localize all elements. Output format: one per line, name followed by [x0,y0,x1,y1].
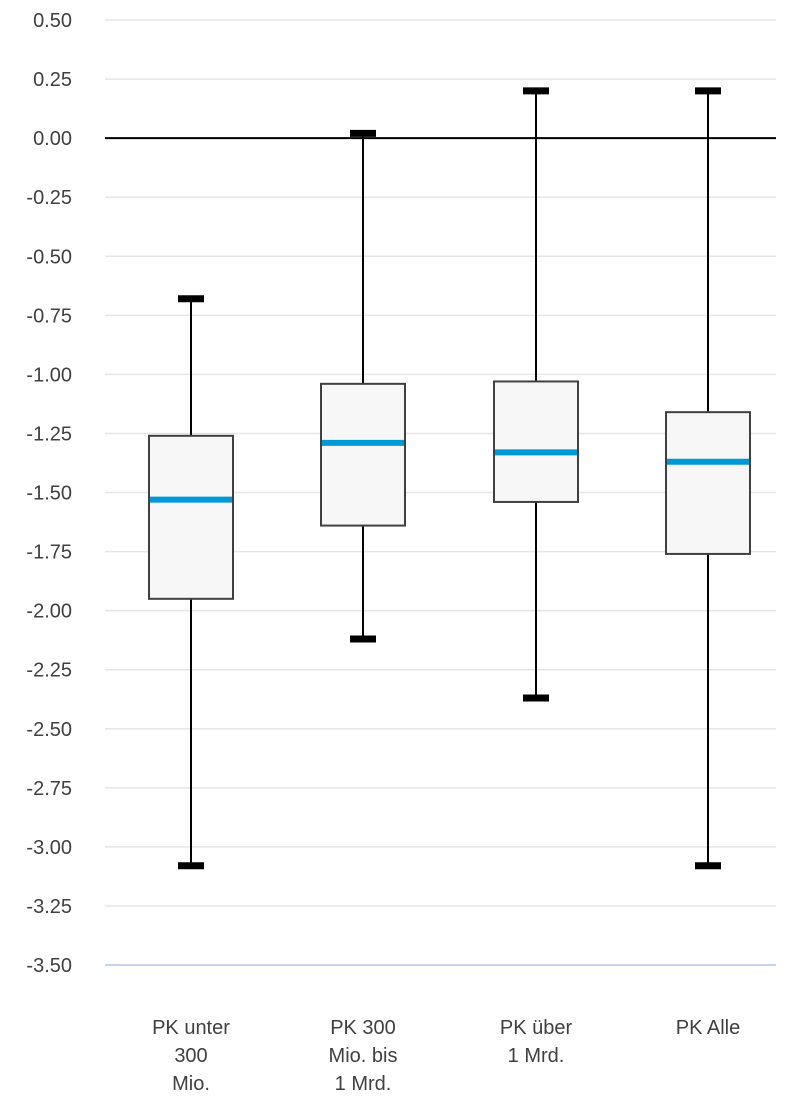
category-label-line: Mio. bis [328,1045,398,1067]
y-tick-label: -3.25 [26,896,72,918]
plot-area: 0.50 0.25 0.00 -0.25 -0.50 -0.75 -1.00 -1.25 -1.… [26,10,776,977]
iqr-box [493,380,579,503]
category-label-4: PK Alle [638,1014,778,1042]
y-tick-label: -3.00 [26,837,72,859]
iqr-box [665,411,751,555]
y-tick-label: -2.50 [26,719,72,741]
category-label-line: 1 Mrd. [507,1045,565,1067]
y-tick-label: 0.25 [33,69,72,91]
category-label-line: Mio. [172,1073,210,1095]
box-plot-chart: 0.50 0.25 0.00 -0.25 -0.50 -0.75 -1.00 -1.25 -1.… [26,10,778,1095]
y-tick-label: -1.50 [26,483,72,505]
category-label-line: PK unter [152,1017,230,1039]
category-label-3: PK über 1 Mrd. [466,1014,606,1070]
category-label-2: PK 300 Mio. bis 1 Mrd. [293,1014,433,1098]
category-label-1: PK unter 300 Mio. [121,1014,261,1098]
category-label-line: PK 300 [330,1017,396,1039]
y-tick-label: -1.00 [26,364,72,386]
y-tick-label: -1.75 [26,542,72,564]
y-tick-label: -0.25 [26,187,72,209]
y-tick-label: -2.00 [26,601,72,623]
y-tick-label: 0.00 [33,128,72,150]
y-tick-label: -3.50 [26,955,72,977]
iqr-box [148,434,234,600]
category-label-line: 1 Mrd. [334,1073,392,1095]
y-tick-label: -0.50 [26,246,72,268]
y-tick-label: -0.75 [26,305,72,327]
y-tick-label: -2.25 [26,660,72,682]
category-label-line: PK Alle [675,1017,741,1039]
y-tick-label: -1.25 [26,423,72,445]
y-tick-label: 0.50 [33,10,72,32]
category-label-line: 300 [174,1045,208,1067]
y-tick-label: -2.75 [26,778,72,800]
iqr-box [320,382,406,527]
category-label-line: PK über [499,1017,573,1039]
